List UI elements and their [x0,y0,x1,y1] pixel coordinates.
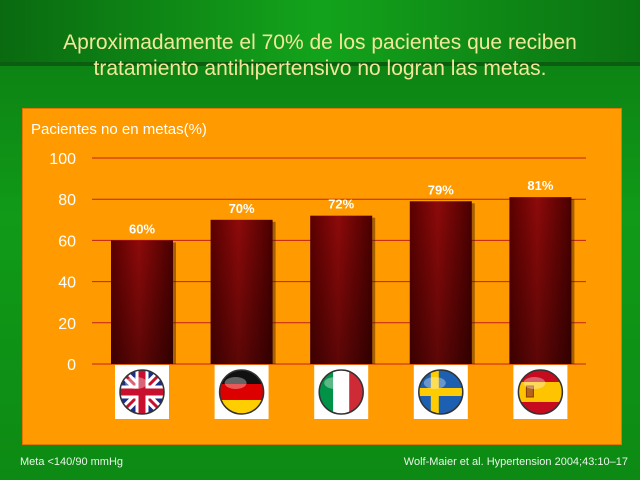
united-kingdom-flag [119,369,165,415]
title-line-2: tratamiento antihipertensivo no logran l… [93,57,547,80]
value-label: 70% [229,201,255,216]
y-axis-label: Pacientes no en metas(%) [31,121,207,138]
y-tick-label: 80 [58,192,76,209]
slide-title: Aproximadamente el 70% de los pacientes … [0,30,640,82]
title-line-1: Aproximadamente el 70% de los pacientes … [63,31,577,54]
bar-shade [409,201,472,364]
y-tick-label: 20 [58,316,76,333]
header-band [0,0,640,62]
y-tick-label: 100 [49,151,76,168]
bar-shade [111,240,173,364]
germany-flag [218,369,265,415]
value-label: 79% [428,182,454,197]
bar-shade [310,215,373,364]
value-label: 60% [129,221,155,236]
y-tick-label: 40 [58,275,76,292]
header-divider [0,62,640,66]
value-label: 72% [328,197,354,212]
spain-flag [517,369,564,415]
y-tick-label: 60 [58,233,76,250]
footnote-citation: Wolf-Maier et al. Hypertension 2004;43:1… [403,456,628,468]
y-tick-label: 0 [67,357,76,374]
bar-shade [210,219,273,364]
sweden-flag [418,369,464,415]
footnote-goal: Meta <140/90 mmHg [20,456,124,468]
value-label: 81% [527,178,553,193]
italy-flag [318,369,364,415]
bar-shade [509,197,572,364]
